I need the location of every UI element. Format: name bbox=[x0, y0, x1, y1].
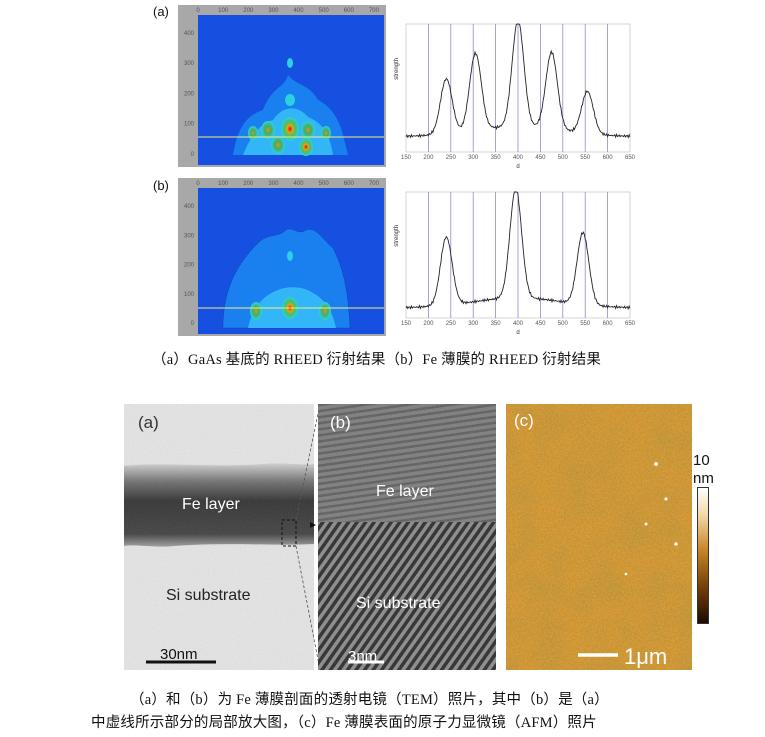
afm-image-c: (c) 1μm bbox=[506, 404, 692, 670]
profile-x-tick: 450 bbox=[535, 321, 546, 327]
profile-x-tick: 350 bbox=[491, 321, 502, 327]
profile-x-tick: 400 bbox=[513, 321, 524, 327]
heatmap-y-tick: 0 bbox=[191, 321, 195, 327]
profile-x-tick: 350 bbox=[491, 155, 502, 161]
profile-x-tick: 150 bbox=[401, 321, 412, 327]
heatmap-x-tick: 600 bbox=[344, 8, 355, 14]
rheed-a-x-ticks: 0 100 200 300 400 500 600 700 bbox=[196, 8, 379, 14]
panel-a-label: (a) bbox=[153, 4, 169, 19]
profile-series-line bbox=[405, 191, 631, 311]
heatmap-x-tick: 700 bbox=[369, 181, 380, 187]
heatmap-x-tick: 300 bbox=[268, 8, 279, 14]
profile-x-tick: 650 bbox=[625, 321, 636, 327]
tem-b-label: (b) bbox=[330, 413, 351, 432]
profile-x-tick: 300 bbox=[468, 155, 479, 161]
heatmap-y-tick: 400 bbox=[184, 31, 195, 37]
heatmap-y-tick: 200 bbox=[184, 263, 195, 269]
heatmap-x-tick: 100 bbox=[218, 181, 229, 187]
profile-x-tick: 250 bbox=[446, 321, 457, 327]
figure1-caption: （a）GaAs 基底的 RHEED 衍射结果（b）Fe 薄膜的 RHEED 衍射… bbox=[152, 352, 602, 368]
fe-layer-label-a: Fe layer bbox=[182, 496, 240, 513]
profile-x-tick: 200 bbox=[423, 155, 434, 161]
tem-image-a: (a) Fe layer Si substrate 30nm bbox=[124, 404, 314, 670]
heatmap-x-tick: 0 bbox=[196, 8, 200, 14]
heatmap-x-tick: 200 bbox=[243, 8, 254, 14]
profile-x-tick: 400 bbox=[513, 155, 524, 161]
heatmap-x-tick: 400 bbox=[294, 181, 305, 187]
profile-chart-a: 150 200 250 300 350 400 450 500 550 600 650 d streng… bbox=[394, 23, 636, 170]
scale-bar-a: 30nm bbox=[160, 646, 198, 663]
heatmap-x-tick: 500 bbox=[319, 8, 330, 14]
profile-series-line bbox=[405, 23, 631, 139]
tem-image-b: (b) Fe layer Si substrate 3nm bbox=[318, 404, 496, 670]
profile-x-tick: 600 bbox=[603, 155, 614, 161]
heatmap-y-tick: 200 bbox=[184, 91, 195, 97]
heatmap-x-tick: 700 bbox=[369, 8, 380, 14]
heatmap-y-tick: 300 bbox=[184, 233, 195, 239]
rheed-pattern-b: 0 100 200 300 400 500 600 700 400 300 200 100 0 bbox=[178, 178, 386, 336]
rheed-b-x-ticks: 0 100 200 300 400 500 600 700 bbox=[196, 181, 379, 187]
heatmap-y-tick: 0 bbox=[191, 152, 195, 158]
profile-y-label: strength bbox=[394, 58, 400, 80]
colorbar-unit-label: nm bbox=[693, 470, 714, 487]
heatmap-y-tick: 300 bbox=[184, 61, 195, 67]
heatmap-x-tick: 100 bbox=[218, 8, 229, 14]
profile-x-tick: 250 bbox=[446, 155, 457, 161]
profile-x-tick: 550 bbox=[580, 155, 591, 161]
profile-x-tick: 600 bbox=[603, 321, 614, 327]
profile-x-tick: 150 bbox=[401, 155, 412, 161]
afm-c-label: (c) bbox=[514, 411, 534, 430]
heatmap-x-tick: 300 bbox=[268, 181, 279, 187]
heatmap-x-tick: 500 bbox=[319, 181, 330, 187]
tem-a-label: (a) bbox=[138, 413, 159, 432]
rheed-b-y-ticks: 400 300 200 100 0 bbox=[184, 204, 195, 327]
heatmap-y-tick: 400 bbox=[184, 204, 195, 210]
heatmap-x-tick: 600 bbox=[344, 181, 355, 187]
fe-layer-label-b: Fe layer bbox=[376, 483, 434, 500]
heatmap-y-tick: 100 bbox=[184, 292, 195, 298]
profile-x-tick: 300 bbox=[468, 321, 479, 327]
si-substrate-label-b: Si substrate bbox=[356, 595, 441, 612]
profile-x-tick: 550 bbox=[580, 321, 591, 327]
panel-b-label: (b) bbox=[153, 178, 169, 193]
afm-colorbar bbox=[697, 487, 709, 624]
profile-x-tick: 500 bbox=[558, 155, 569, 161]
rheed-pattern-a: 0 100 200 300 400 500 600 700 400 300 200 100 0 bbox=[178, 5, 386, 167]
heatmap-y-tick: 100 bbox=[184, 122, 195, 128]
profile-x-label: d bbox=[516, 164, 519, 170]
colorbar-top-label: 10 bbox=[693, 452, 710, 469]
heatmap-x-tick: 200 bbox=[243, 181, 254, 187]
profile-y-label: strength bbox=[394, 225, 400, 247]
zoom-connector-lines bbox=[295, 404, 321, 670]
scale-bar-b: 3nm bbox=[348, 648, 377, 665]
heatmap-x-tick: 400 bbox=[294, 8, 305, 14]
profile-x-tick: 200 bbox=[423, 321, 434, 327]
si-substrate-label-a: Si substrate bbox=[166, 587, 251, 604]
scale-bar-c: 1μm bbox=[624, 644, 667, 669]
profile-x-label: d bbox=[516, 330, 519, 336]
rheed-a-y-ticks: 400 300 200 100 0 bbox=[184, 31, 195, 158]
heatmap-x-tick: 0 bbox=[196, 181, 200, 187]
profile-x-tick: 650 bbox=[625, 155, 636, 161]
profile-chart-b: 150 200 250 300 350 400 450 500 550 600 650 d streng… bbox=[394, 191, 636, 336]
figure2-caption-line1: （a）和（b）为 Fe 薄膜剖面的透射电镜（TEM）照片，其中（b）是（a） bbox=[130, 692, 609, 708]
profile-x-tick: 500 bbox=[558, 321, 569, 327]
profile-x-tick: 450 bbox=[535, 155, 546, 161]
figure2-caption-line2: 中虚线所示部分的局部放大图，（c）Fe 薄膜表面的原子力显微镜（AFM）照片 bbox=[91, 715, 597, 731]
